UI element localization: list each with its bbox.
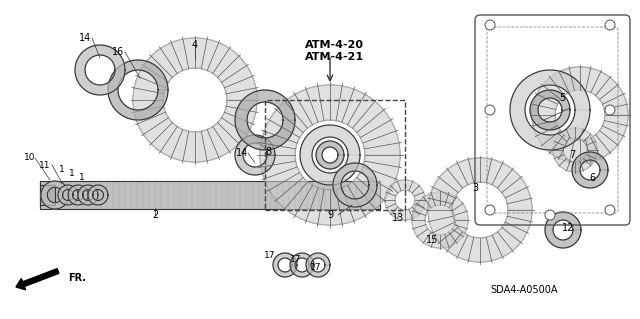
Text: 5: 5 <box>559 93 565 103</box>
Text: SDA4-A0500A: SDA4-A0500A <box>490 285 557 295</box>
Text: 14: 14 <box>79 33 91 43</box>
Text: 1: 1 <box>79 174 85 182</box>
Polygon shape <box>273 253 297 277</box>
FancyArrow shape <box>16 269 59 290</box>
Polygon shape <box>290 253 314 277</box>
Bar <box>40 185 55 205</box>
Circle shape <box>485 105 495 115</box>
Polygon shape <box>260 85 400 225</box>
Polygon shape <box>412 192 468 248</box>
Text: 7: 7 <box>569 150 575 160</box>
Polygon shape <box>235 90 295 150</box>
Polygon shape <box>428 158 532 262</box>
Text: ATM-4-21: ATM-4-21 <box>305 52 364 62</box>
Bar <box>265 100 405 210</box>
Polygon shape <box>78 185 98 205</box>
Polygon shape <box>553 128 597 172</box>
Text: 4: 4 <box>192 40 198 50</box>
Text: 16: 16 <box>112 47 124 57</box>
Text: 6: 6 <box>589 173 595 183</box>
Text: 2: 2 <box>152 210 158 220</box>
Polygon shape <box>300 125 360 185</box>
Text: 8: 8 <box>265 147 271 157</box>
Text: FR.: FR. <box>68 273 86 283</box>
Circle shape <box>545 210 555 220</box>
Text: 1: 1 <box>59 166 65 174</box>
Circle shape <box>605 205 615 215</box>
Polygon shape <box>58 185 78 205</box>
Polygon shape <box>88 185 108 205</box>
Polygon shape <box>133 38 257 162</box>
Text: 17: 17 <box>291 256 301 264</box>
Polygon shape <box>532 67 628 163</box>
Text: 1: 1 <box>69 169 75 179</box>
Polygon shape <box>333 163 377 207</box>
Polygon shape <box>510 70 590 150</box>
Circle shape <box>485 20 495 30</box>
Polygon shape <box>68 185 88 205</box>
Polygon shape <box>545 212 581 248</box>
Circle shape <box>485 205 495 215</box>
Polygon shape <box>316 141 344 169</box>
Text: 17: 17 <box>310 263 322 272</box>
Circle shape <box>605 105 615 115</box>
Polygon shape <box>108 60 168 120</box>
Text: ATM-4-20: ATM-4-20 <box>305 40 364 50</box>
Text: 17: 17 <box>264 250 276 259</box>
Text: 9: 9 <box>327 210 333 220</box>
Text: 10: 10 <box>24 153 36 162</box>
Text: 12: 12 <box>562 223 574 233</box>
Polygon shape <box>530 90 570 130</box>
Text: 3: 3 <box>472 183 478 193</box>
Polygon shape <box>41 181 69 209</box>
Polygon shape <box>75 45 125 95</box>
Text: 15: 15 <box>426 235 438 245</box>
Polygon shape <box>235 135 275 175</box>
Text: 11: 11 <box>39 160 51 169</box>
Polygon shape <box>572 152 608 188</box>
Polygon shape <box>385 180 425 220</box>
Text: 13: 13 <box>392 213 404 223</box>
Circle shape <box>605 20 615 30</box>
Bar <box>40 181 380 209</box>
Text: 14: 14 <box>236 148 248 158</box>
Polygon shape <box>306 253 330 277</box>
